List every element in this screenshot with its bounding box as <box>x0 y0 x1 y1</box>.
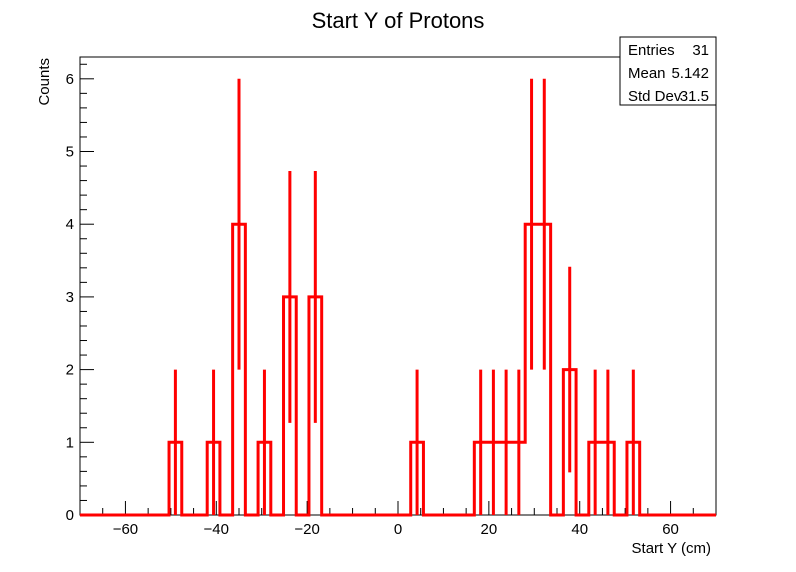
stats-entries-value: 31 <box>692 42 709 59</box>
x-tick-label: −20 <box>294 521 319 538</box>
histogram-series <box>80 78 716 517</box>
y-axis-label: Counts <box>36 58 53 106</box>
stats-mean-value: 5.142 <box>671 65 709 82</box>
x-tick-label: 40 <box>571 521 588 538</box>
y-tick-label: 4 <box>66 216 74 233</box>
x-tick-label: 60 <box>662 521 679 538</box>
y-tick-label: 5 <box>66 144 74 161</box>
stats-stddev-label: Std Dev <box>628 88 682 105</box>
y-tick-label: 0 <box>66 507 74 524</box>
histogram-outline <box>80 222 716 517</box>
y-tick-label: 1 <box>66 434 74 451</box>
x-tick-label: −40 <box>204 521 229 538</box>
chart-title: Start Y of Protons <box>312 8 485 33</box>
x-axis-label: Start Y (cm) <box>632 540 711 557</box>
x-tick-label: −60 <box>113 521 138 538</box>
stats-mean-label: Mean <box>628 65 666 82</box>
y-tick-label: 6 <box>66 71 74 88</box>
y-tick-label: 2 <box>66 362 74 379</box>
stats-stddev-value: 31.5 <box>680 88 709 105</box>
stats-box: Entries 31 Mean 5.142 Std Dev 31.5 <box>619 36 717 106</box>
stats-entries-label: Entries <box>628 42 675 59</box>
x-tick-label: 20 <box>481 521 498 538</box>
y-tick-label: 3 <box>66 289 74 306</box>
x-tick-label: 0 <box>394 521 402 538</box>
y-axis: 0 1 2 3 4 5 6 <box>66 63 94 524</box>
